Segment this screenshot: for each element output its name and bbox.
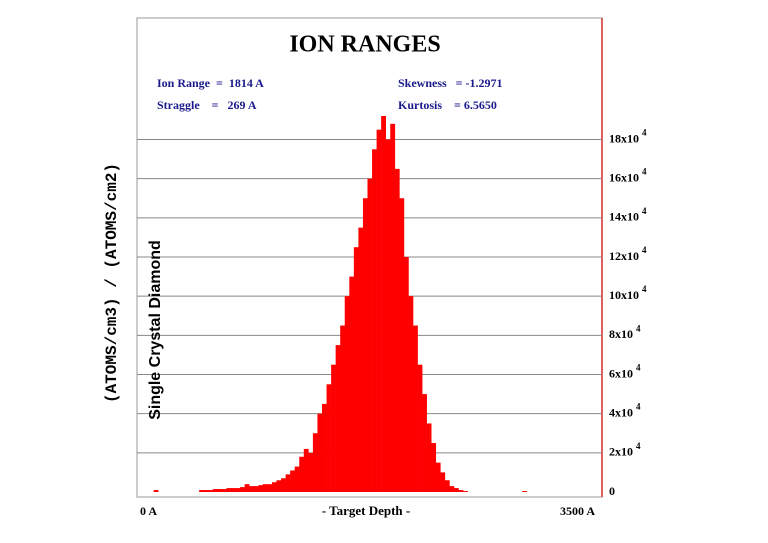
histogram-bar [340,325,346,492]
histogram-bar [458,490,464,492]
histogram-bar [399,198,405,492]
histogram-bar [199,490,204,492]
histogram-bar [449,486,455,492]
annotation: Skewness = -1.2971 [398,76,503,90]
y-tick-label: 14x10 4 [609,206,647,224]
histogram-bar [358,227,364,492]
histogram-bar [362,198,368,492]
y-tick-label: 12x10 4 [609,245,647,263]
histogram-bar [276,480,282,492]
histogram-bar [203,490,209,492]
histogram-bar [322,403,327,492]
histogram-bar [281,478,286,492]
histogram-bar [372,149,377,492]
histogram-bar [353,247,359,492]
histogram-bar [440,472,446,492]
y-tick-label: 10x10 4 [609,284,647,302]
annotation: Ion Range = 1814 A [157,76,264,90]
histogram-bar [294,466,300,492]
histogram-bar [208,490,214,492]
histogram-bar [335,345,341,492]
y-tick-label: 8x10 4 [609,323,641,341]
histogram-bar [326,384,332,492]
histogram-bar [367,178,373,492]
y-tick-label: 0 [609,484,615,498]
histogram-bar [258,485,264,492]
tick-exponent: 4 [642,284,647,294]
histogram-bar [385,139,391,492]
histogram-bar [349,276,355,492]
histogram-bar [212,489,218,492]
histogram-bar [413,325,418,492]
x-tick-label: 3500 A [560,504,595,518]
bars [153,116,528,493]
histogram-bar [303,448,309,492]
tick-exponent: 4 [642,167,647,177]
histogram-bar [394,168,400,492]
histogram-bar [422,394,427,492]
histogram-bar [271,482,277,492]
histogram-bar [240,487,245,492]
histogram-bar [376,129,382,493]
histogram-bar [381,116,386,492]
histogram-bar [403,257,409,492]
y-tick-label: 16x10 4 [609,167,647,185]
y-tick-label: 2x10 4 [609,441,641,459]
histogram-bar [426,423,432,492]
histogram-bar [153,490,159,492]
histogram-bar [267,484,273,492]
annotation: Straggle = 269 A [157,98,257,112]
tick-exponent: 4 [636,441,641,451]
histogram-bar [453,488,459,492]
histogram-bar [262,484,268,492]
y-tick-label: 4x10 4 [609,402,641,420]
histogram-bar [417,364,423,492]
histogram-bar [244,484,250,492]
tick-exponent: 4 [642,245,647,255]
histogram-bar [390,123,396,492]
x-tick-label: 0 A [140,504,157,518]
tick-exponent: 4 [642,128,647,138]
histogram-bar [235,488,241,492]
tick-exponent: 4 [636,363,641,373]
histogram-bar [431,443,437,492]
histogram-bar [249,486,255,492]
histogram-bar [231,488,236,492]
histogram-bar [308,452,314,492]
histogram-bar [331,364,336,492]
y-tick-label: 18x10 4 [609,128,647,146]
subtitle: Single Crystal Diamond [147,240,164,420]
histogram-bar [463,491,468,492]
histogram-bar [435,462,441,492]
histogram-bar [253,486,259,492]
tick-exponent: 4 [636,402,641,412]
y-axis-label: (ATOMS/cm3) / (ATOMS/cm2) [103,163,121,403]
annotation: Kurtosis = 6.5650 [398,98,497,112]
tick-exponent: 4 [636,323,641,333]
chart-title: ION RANGES [289,32,440,58]
histogram-bar [317,413,323,492]
histogram-bar [444,480,450,492]
histogram-bar [217,489,223,492]
histogram-bar [299,456,305,492]
tick-exponent: 4 [642,206,647,216]
y-tick-label: 6x10 4 [609,363,641,381]
histogram-bar [285,474,291,492]
histogram-bar [221,489,227,492]
histogram-bar [344,296,350,492]
histogram-bar [290,470,295,492]
histogram-bar [408,296,414,492]
x-axis-label: - Target Depth - [322,503,410,518]
histogram-bar [312,433,318,492]
histogram-bar [226,488,232,492]
histogram-bar [522,491,528,492]
